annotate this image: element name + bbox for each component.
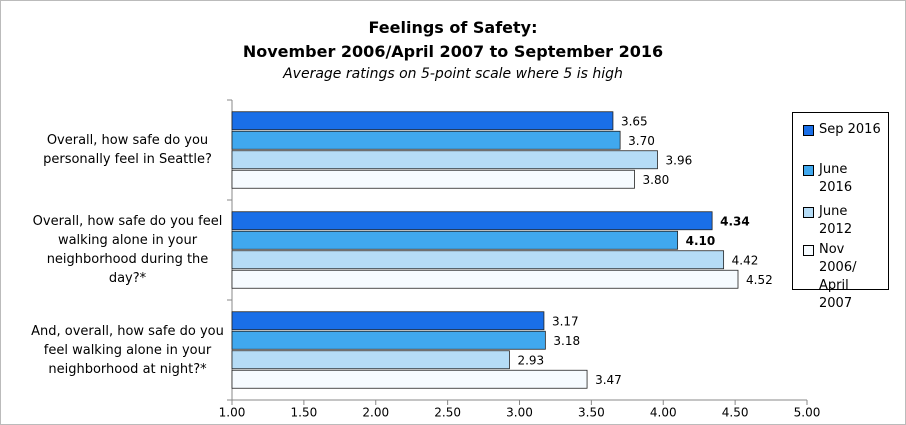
value-label: 4.10 <box>686 234 716 248</box>
legend-entry: June 2012 <box>803 203 883 239</box>
legend-entry: Sep 2016 <box>803 121 883 139</box>
bar <box>231 211 713 231</box>
bar <box>231 250 725 270</box>
legend-entry: Nov 2006/ April 2007 <box>803 241 883 313</box>
category-label: Overall, how safe do you personally feel… <box>43 133 212 167</box>
value-label: 3.47 <box>595 373 622 387</box>
bar <box>231 369 588 389</box>
x-tick-label: 4.50 <box>722 406 749 420</box>
bar <box>231 230 679 250</box>
value-label: 3.80 <box>643 173 670 187</box>
bar <box>231 111 614 131</box>
bar <box>231 169 635 189</box>
bar <box>231 130 621 150</box>
legend-entry: June 2016 <box>803 161 883 197</box>
x-tick-label: 3.50 <box>578 406 605 420</box>
bar <box>231 350 510 370</box>
x-tick-label: 1.50 <box>291 406 318 420</box>
bar <box>231 150 658 170</box>
chart-title: November 2006/April 2007 to September 20… <box>242 42 664 61</box>
value-label: 3.17 <box>552 314 579 328</box>
value-label: 3.96 <box>666 153 693 167</box>
x-tick-label: 3.00 <box>506 406 533 420</box>
legend-swatch <box>803 207 814 218</box>
chart-subtitle: Average ratings on 5-point scale where 5… <box>283 66 623 82</box>
value-label: 4.52 <box>746 273 773 287</box>
bar <box>231 311 545 331</box>
x-tick-label: 2.00 <box>362 406 389 420</box>
legend-label: June 2016 <box>819 162 853 195</box>
x-tick-label: 5.00 <box>794 406 821 420</box>
category-label: And, overall, how safe do you feel walki… <box>31 323 224 377</box>
bar <box>231 269 739 289</box>
value-label: 3.18 <box>553 334 580 348</box>
legend-label: Sep 2016 <box>819 122 881 137</box>
value-label: 4.34 <box>720 214 750 228</box>
x-tick-label: 4.00 <box>650 406 677 420</box>
legend-swatch <box>803 165 814 176</box>
value-label: 4.42 <box>732 253 759 267</box>
category-label: Overall, how safe do you feel walking al… <box>32 214 223 286</box>
legend-swatch <box>803 245 814 256</box>
x-tick-label: 2.50 <box>434 406 461 420</box>
legend-swatch <box>803 125 814 136</box>
x-tick-label: 1.00 <box>219 406 246 420</box>
legend-label: June 2012 <box>819 204 853 237</box>
legend: Sep 2016 June 2016 June 2012 Nov 2006/ Apri… <box>792 112 889 311</box>
value-label: 3.65 <box>621 114 648 128</box>
value-label: 2.93 <box>517 353 544 367</box>
bar <box>231 330 546 350</box>
legend-label: Nov 2006/ April 2007 <box>819 242 857 311</box>
value-label: 3.70 <box>628 134 655 148</box>
chart-title: Feelings of Safety: <box>368 18 538 37</box>
